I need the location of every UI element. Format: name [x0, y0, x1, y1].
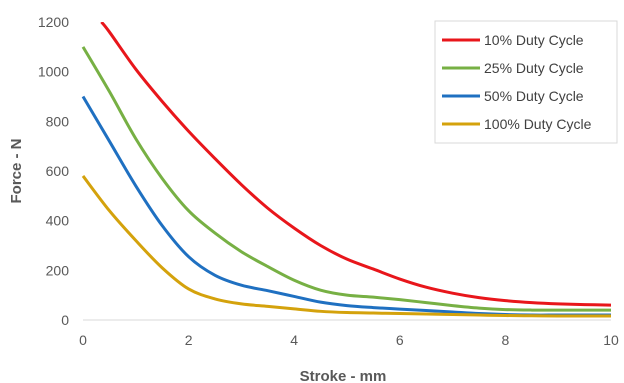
legend-label: 25% Duty Cycle — [484, 60, 584, 76]
legend-label: 50% Duty Cycle — [484, 88, 584, 104]
series-line-1 — [81, 46, 611, 312]
x-tick-label: 8 — [502, 332, 510, 348]
x-tick-label: 2 — [185, 332, 193, 348]
y-tick-label: 0 — [61, 312, 69, 328]
series-line-0 — [100, 22, 612, 307]
legend-entry: 10% Duty Cycle — [442, 32, 584, 48]
x-tick-label: 10 — [603, 332, 619, 348]
legend-label: 100% Duty Cycle — [484, 116, 592, 132]
x-axis-ticks: 0 2 4 6 8 10 — [79, 332, 619, 348]
legend-entry: 50% Duty Cycle — [442, 88, 584, 104]
legend-entry: 100% Duty Cycle — [442, 116, 592, 132]
y-tick-label: 200 — [46, 262, 70, 278]
x-tick-label: 4 — [290, 332, 298, 348]
x-axis-title: Stroke - mm — [300, 368, 387, 383]
x-tick-label: 0 — [79, 332, 87, 348]
legend-entry: 25% Duty Cycle — [442, 60, 584, 76]
y-tick-label: 1000 — [38, 64, 69, 80]
y-tick-label: 800 — [46, 113, 70, 129]
y-axis-ticks: 0 200 400 600 800 1000 1200 — [38, 14, 69, 328]
y-tick-label: 1200 — [38, 14, 69, 30]
y-tick-label: 400 — [46, 213, 70, 229]
series-line-3 — [81, 175, 611, 318]
legend: 10% Duty Cycle 25% Duty Cycle 50% Duty Cyc… — [434, 20, 618, 144]
y-tick-label: 600 — [46, 163, 70, 179]
plot-lines — [81, 22, 612, 318]
x-tick-label: 6 — [396, 332, 404, 348]
legend-label: 10% Duty Cycle — [484, 32, 584, 48]
y-axis-title: Force - N — [8, 138, 25, 203]
